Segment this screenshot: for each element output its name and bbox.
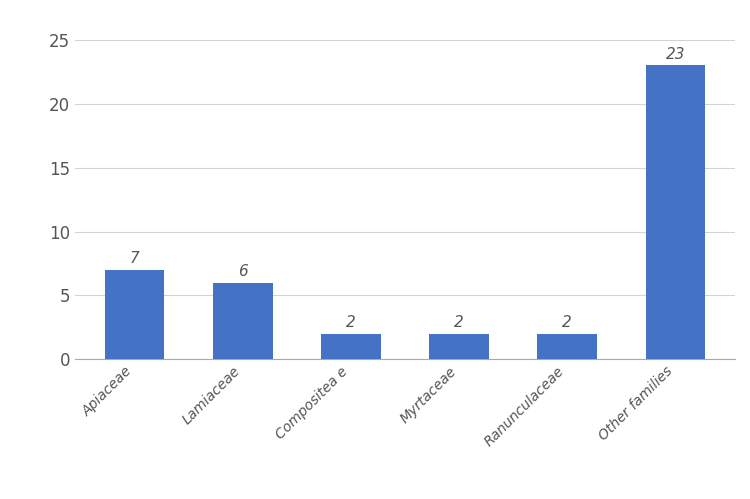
Bar — [321, 334, 381, 359]
Text: 6: 6 — [238, 264, 248, 279]
Bar — [213, 282, 272, 359]
Bar — [429, 334, 489, 359]
Text: 2: 2 — [562, 315, 572, 330]
Bar — [105, 270, 164, 359]
Text: 2: 2 — [346, 315, 355, 330]
Bar — [538, 334, 597, 359]
Text: 2: 2 — [454, 315, 464, 330]
Text: 7: 7 — [130, 251, 140, 266]
Bar — [646, 65, 705, 359]
Text: 23: 23 — [665, 46, 685, 62]
